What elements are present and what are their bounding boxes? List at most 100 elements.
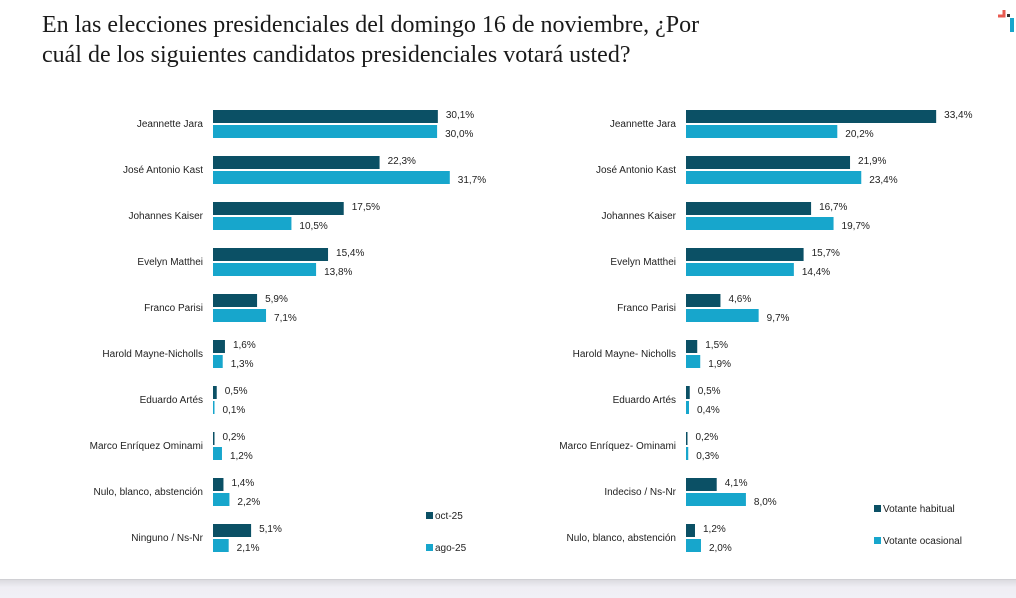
legend-label: ago-25 xyxy=(435,543,467,554)
category-label: Eduardo Artés xyxy=(613,395,676,406)
data-label: 1,9% xyxy=(708,359,731,370)
category-label: Nulo, blanco, abstención xyxy=(566,533,676,544)
bar-series-2 xyxy=(686,217,834,230)
category-label: Eduardo Artés xyxy=(140,395,203,406)
bottom-bar xyxy=(0,579,1016,598)
question-title: En las elecciones presidenciales del dom… xyxy=(42,10,942,70)
bar-series-2 xyxy=(686,493,746,506)
data-label: 1,6% xyxy=(233,340,256,351)
bar-series-2 xyxy=(213,401,215,414)
category-label: Nulo, blanco, abstención xyxy=(93,487,203,498)
data-label: 0,5% xyxy=(698,386,721,397)
data-label: 0,1% xyxy=(223,405,246,416)
bar-series-1 xyxy=(686,248,804,261)
data-label: 10,5% xyxy=(299,221,327,232)
bar-series-2 xyxy=(213,447,222,460)
bar-series-2 xyxy=(686,401,689,414)
data-label: 4,1% xyxy=(725,478,748,489)
data-label: 8,0% xyxy=(754,497,777,508)
bar-series-2 xyxy=(686,263,794,276)
bar-series-1 xyxy=(686,524,695,537)
data-label: 9,7% xyxy=(767,313,790,324)
bar-series-1 xyxy=(686,478,717,491)
brand-logo-icon xyxy=(998,10,1014,32)
category-label: Harold Mayne-Nicholls xyxy=(102,349,203,360)
data-label: 1,2% xyxy=(703,524,726,535)
bar-series-1 xyxy=(213,340,225,353)
data-label: 15,4% xyxy=(336,248,364,259)
bar-series-1 xyxy=(213,386,217,399)
data-label: 4,6% xyxy=(728,294,751,305)
data-label: 14,4% xyxy=(802,267,830,278)
data-label: 5,9% xyxy=(265,294,288,305)
data-label: 5,1% xyxy=(259,524,282,535)
data-label: 16,7% xyxy=(819,202,847,213)
data-label: 0,3% xyxy=(696,451,719,462)
title-line-1: En las elecciones presidenciales del dom… xyxy=(42,12,700,38)
legend-swatch xyxy=(426,512,433,519)
category-label: Johannes Kaiser xyxy=(129,211,204,222)
data-label: 0,2% xyxy=(223,432,246,443)
bar-series-1 xyxy=(213,432,215,445)
category-label: Ninguno / Ns-Nr xyxy=(131,533,203,544)
bar-series-2 xyxy=(686,355,701,368)
category-label: Jeannette Jara xyxy=(137,119,204,130)
category-label: Evelyn Matthei xyxy=(610,257,676,268)
data-label: 2,1% xyxy=(237,543,260,554)
data-label: 33,4% xyxy=(944,110,972,121)
data-label: 2,2% xyxy=(237,497,260,508)
bar-series-2 xyxy=(686,125,838,138)
bar-series-1 xyxy=(686,432,688,445)
data-label: 0,4% xyxy=(697,405,720,416)
bar-series-1 xyxy=(213,478,224,491)
bar-series-2 xyxy=(213,539,229,552)
category-label: Jeannette Jara xyxy=(610,119,677,130)
bar-series-2 xyxy=(686,539,701,552)
category-label: José Antonio Kast xyxy=(596,165,676,176)
legend-swatch xyxy=(426,544,433,551)
data-label: 7,1% xyxy=(274,313,297,324)
title-line-2: cuál de los siguientes candidatos presid… xyxy=(42,42,631,68)
data-label: 0,5% xyxy=(225,386,248,397)
category-label: Marco Enríquez Ominami xyxy=(90,441,203,452)
data-label: 2,0% xyxy=(709,543,732,554)
bar-series-1 xyxy=(686,386,690,399)
legend-label: Votante ocasional xyxy=(883,536,962,547)
bar-series-1 xyxy=(686,340,698,353)
data-label: 19,7% xyxy=(842,221,870,232)
bar-series-1 xyxy=(213,248,329,261)
legend-label: Votante habitual xyxy=(883,504,955,515)
category-label: Franco Parisi xyxy=(144,303,203,314)
data-label: 17,5% xyxy=(352,202,380,213)
bar-series-2 xyxy=(686,447,689,460)
bar-series-2 xyxy=(213,125,438,138)
chart-habitual-vs-ocasional: Jeannette Jara 33,4% 20,2% José Antonio Kas… xyxy=(559,110,973,554)
category-label: Marco Enríquez- Ominami xyxy=(559,441,676,452)
bar-series-2 xyxy=(686,309,759,322)
bar-series-1 xyxy=(213,524,252,537)
legend-swatch xyxy=(874,537,881,544)
bar-series-1 xyxy=(213,110,438,123)
chart-oct-vs-ago: Jeannette Jara 30,1% 30,0% José Antonio Kas… xyxy=(90,110,486,554)
bar-series-1 xyxy=(686,156,851,169)
data-label: 30,1% xyxy=(446,110,474,121)
category-label: Harold Mayne- Nicholls xyxy=(573,349,676,360)
legend-swatch xyxy=(874,505,881,512)
legend-label: oct-25 xyxy=(435,511,463,522)
data-label: 23,4% xyxy=(869,175,897,186)
data-label: 0,2% xyxy=(696,432,719,443)
bar-series-2 xyxy=(213,309,267,322)
bar-series-2 xyxy=(213,217,292,230)
bar-series-1 xyxy=(213,294,258,307)
bar-series-1 xyxy=(213,156,380,169)
data-label: 15,7% xyxy=(812,248,840,259)
bar-series-1 xyxy=(686,294,721,307)
category-label: Indeciso / Ns-Nr xyxy=(604,487,676,498)
data-label: 20,2% xyxy=(845,129,873,140)
bar-series-1 xyxy=(686,110,937,123)
data-label: 1,5% xyxy=(705,340,728,351)
bar-series-1 xyxy=(686,202,812,215)
bar-series-2 xyxy=(213,171,450,184)
data-label: 31,7% xyxy=(458,175,486,186)
category-label: Evelyn Matthei xyxy=(137,257,203,268)
